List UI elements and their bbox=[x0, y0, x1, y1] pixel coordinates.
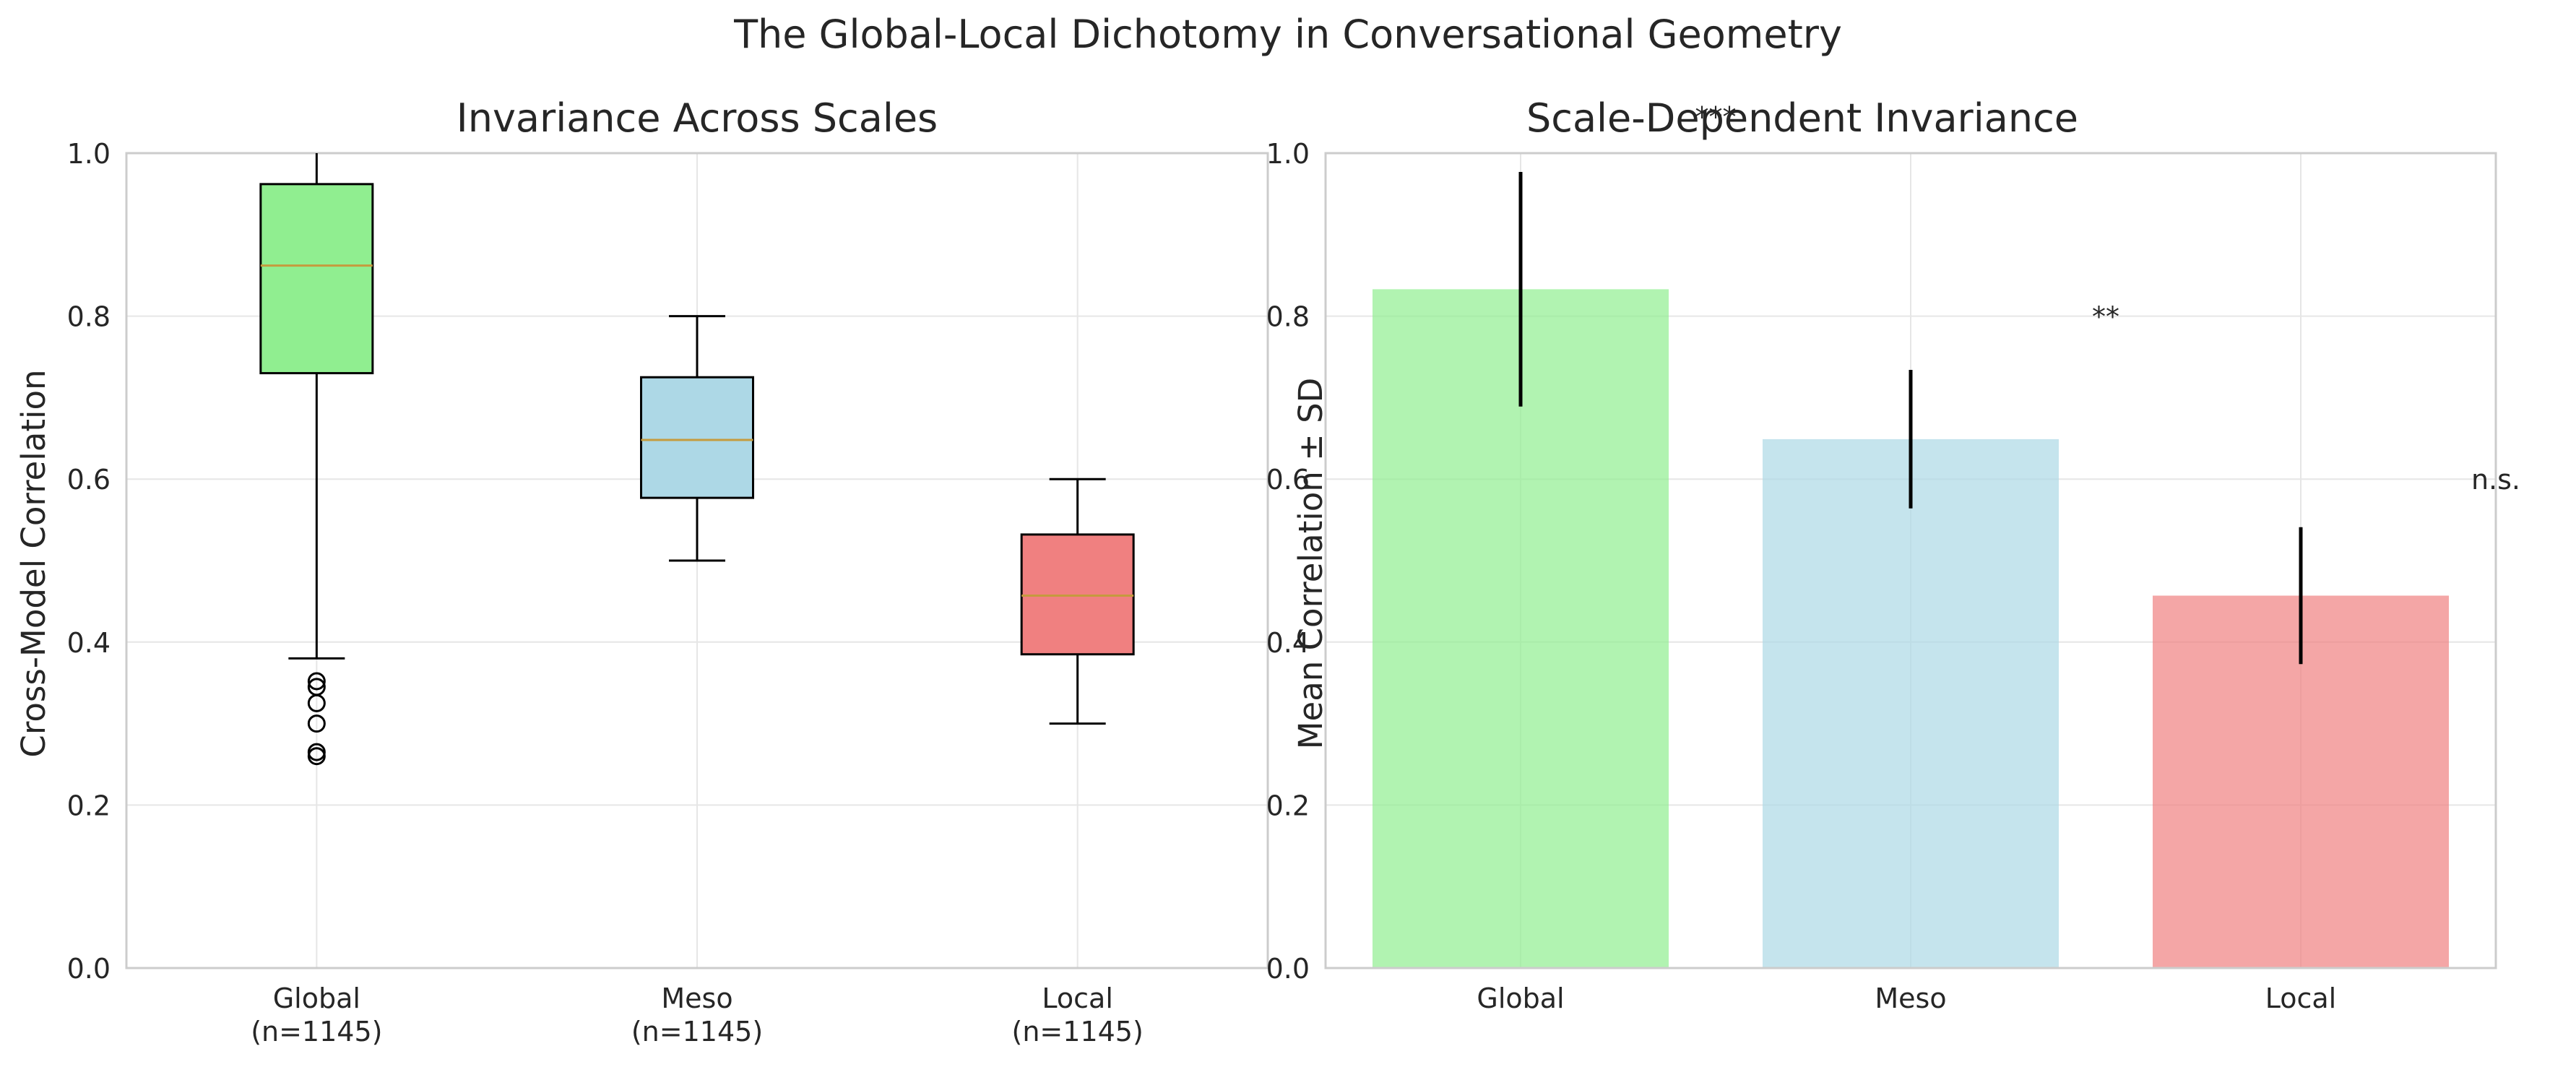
significance-annotation: ** bbox=[2092, 301, 2119, 333]
box-iqr bbox=[259, 183, 374, 375]
box-plot-y-tick-label: 1.0 bbox=[67, 138, 111, 170]
box-iqr bbox=[1020, 533, 1135, 656]
x-tick-label-line: Global bbox=[273, 982, 360, 1014]
bar-chart-title: Scale-Dependent Invariance bbox=[1526, 95, 2078, 141]
bar-chart-y-tick-label: 0.2 bbox=[1266, 790, 1310, 821]
box-plot-title: Invariance Across Scales bbox=[457, 95, 938, 141]
box-plot-axes-frame bbox=[125, 152, 1269, 969]
bar-chart-y-axis-label: Mean Correlation ± SD bbox=[1292, 378, 1330, 750]
bar-chart-x-tick-label: Meso bbox=[1875, 982, 1946, 1014]
box-plot-y-tick-label: 0.4 bbox=[67, 627, 111, 659]
outlier-point bbox=[307, 714, 326, 733]
box-meso bbox=[640, 315, 754, 562]
box-plot-y-tick-label: 0.2 bbox=[67, 790, 111, 821]
bar-chart-y-tick-label: 0.8 bbox=[1266, 301, 1310, 333]
bar-chart: Scale-Dependent Invariance Mean Correlat… bbox=[1266, 95, 2520, 1014]
outlier-point bbox=[307, 747, 326, 766]
figure-suptitle: The Global-Local Dichotomy in Conversati… bbox=[733, 12, 1842, 57]
box-local bbox=[1020, 478, 1135, 725]
bar-chart-y-tick-label: 0.0 bbox=[1266, 953, 1310, 985]
x-tick-label-line: (n=1145) bbox=[1012, 1016, 1144, 1047]
box-iqr bbox=[640, 376, 754, 499]
box-plot-x-tick-label: Local (n=1145) bbox=[1012, 982, 1144, 1047]
x-tick-label-line: Meso bbox=[661, 982, 732, 1014]
box-plot-y-tick-label: 0.6 bbox=[67, 464, 111, 496]
bar-meso bbox=[1763, 439, 2059, 968]
bar-chart-y-tick-label: 1.0 bbox=[1266, 138, 1310, 170]
bar-chart-y-tick-label: 0.6 bbox=[1266, 464, 1310, 496]
box-plot-chart: Invariance Across Scales Cross-Model Cor… bbox=[14, 95, 1269, 1047]
box-plot-x-tick-label: Meso (n=1145) bbox=[631, 982, 763, 1047]
x-tick-label-line: (n=1145) bbox=[631, 1016, 763, 1047]
box-plot-y-tick-label: 0.8 bbox=[67, 301, 111, 333]
box-plot-y-tick-label: 0.0 bbox=[67, 953, 111, 985]
box-plot-x-tick-label: Global (n=1145) bbox=[251, 982, 382, 1047]
x-tick-label-line: (n=1145) bbox=[251, 1016, 382, 1047]
bar-chart-x-tick-label: Global bbox=[1477, 982, 1564, 1014]
bar-chart-axes-frame-top bbox=[1324, 152, 2497, 969]
outlier-point bbox=[307, 694, 326, 712]
bar-chart-x-tick-label: Local bbox=[2265, 982, 2337, 1014]
outlier-point bbox=[307, 672, 326, 691]
box-plot-y-axis-label: Cross-Model Correlation bbox=[14, 369, 53, 757]
box-global bbox=[259, 153, 374, 766]
x-tick-label-line: Local bbox=[1042, 982, 1113, 1014]
significance-annotation: *** bbox=[1695, 101, 1737, 133]
significance-annotation: n.s. bbox=[2471, 464, 2520, 496]
bar-chart-y-tick-label: 0.4 bbox=[1266, 627, 1310, 659]
